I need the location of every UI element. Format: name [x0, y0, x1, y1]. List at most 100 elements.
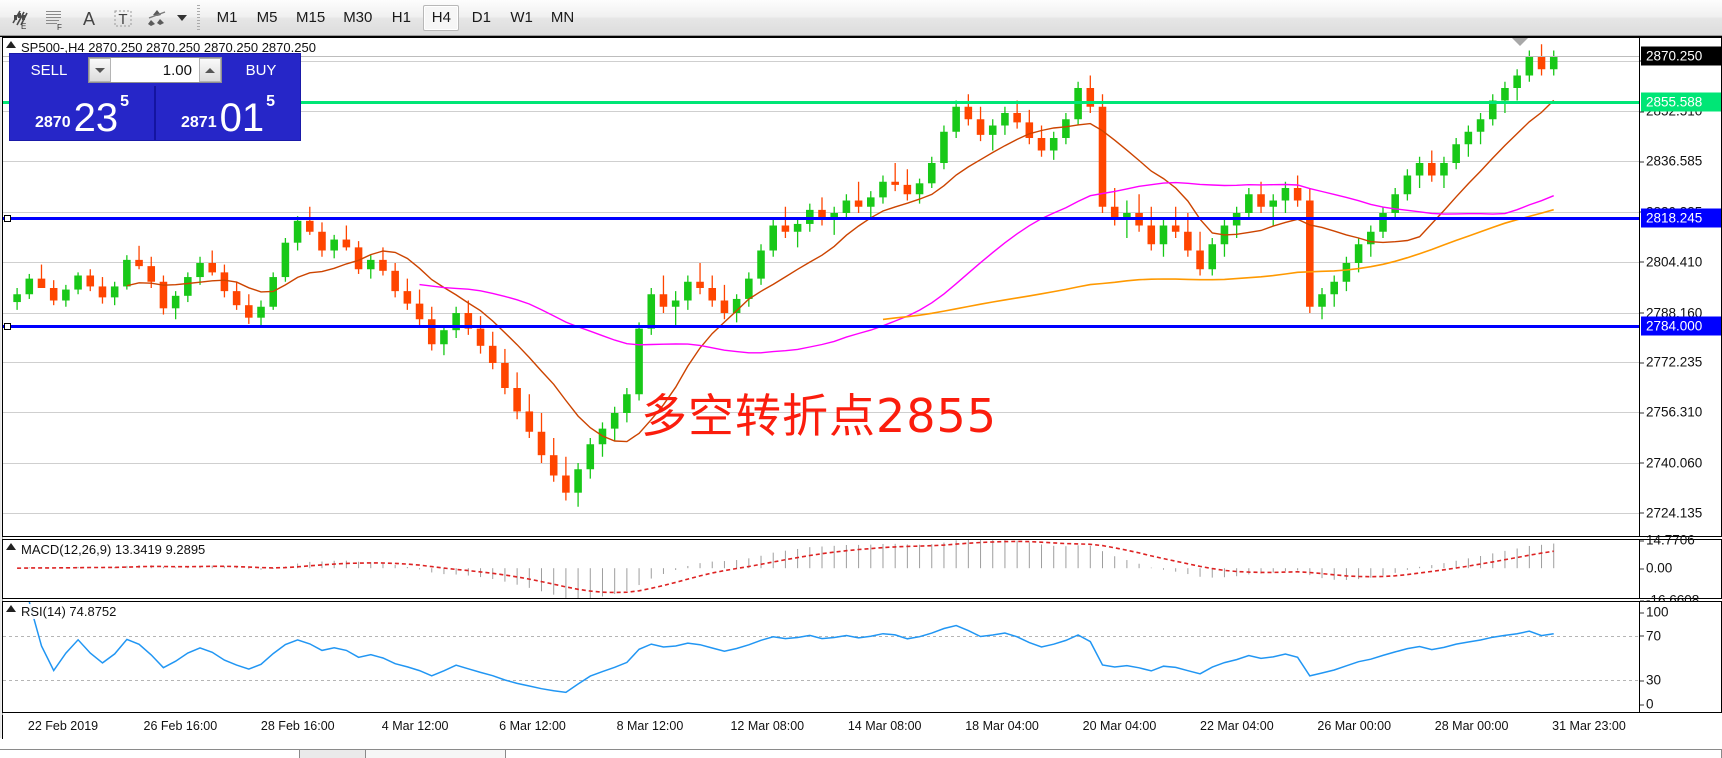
price-axis-tick: 2804.410 — [1639, 254, 1703, 270]
time-axis-tick: 22 Mar 04:00 — [1200, 719, 1274, 733]
price-gridline — [3, 111, 1721, 113]
tab-strip-segment-2[interactable] — [300, 750, 366, 758]
time-axis-tick: 18 Mar 04:00 — [965, 719, 1039, 733]
timeframe-m15[interactable]: M15 — [296, 9, 326, 26]
chart-annotation-text[interactable]: 多空转折点2855 — [641, 389, 998, 443]
label-tool-icon[interactable]: T — [106, 2, 140, 34]
price-gridline — [3, 261, 1721, 263]
price-axis-tick: 2836.585 — [1639, 153, 1703, 169]
macd-label: MACD(12,26,9) 13.3419 9.2895 — [21, 542, 206, 557]
time-axis-tick: 8 Mar 12:00 — [616, 719, 684, 733]
rsi-line — [28, 602, 1554, 694]
macd-signal-line — [17, 540, 1554, 594]
grid-f-icon[interactable]: F — [38, 2, 72, 34]
bottom-tab-strip[interactable] — [0, 749, 1722, 758]
price-axis-tick: 2740.060 — [1639, 455, 1703, 471]
svg-text:A: A — [83, 9, 95, 29]
price-gridline — [3, 60, 1721, 62]
objects-dropdown-caret-icon[interactable] — [174, 2, 190, 34]
price-gridline — [3, 161, 1721, 163]
last-price-chip[interactable]: 2870.250 — [1641, 46, 1721, 66]
tab-strip-segment-3[interactable] — [366, 750, 506, 758]
objects-icon[interactable] — [140, 2, 174, 34]
moving-average-line-3 — [882, 208, 1554, 321]
price-gridline — [3, 512, 1721, 514]
support-2-line[interactable] — [3, 322, 1721, 330]
chart-type-e-icon[interactable]: E — [4, 2, 38, 34]
price-axis-tick: 2724.135 — [1639, 505, 1703, 521]
rsi-plot[interactable] — [3, 602, 1721, 712]
time-axis-tick: 28 Mar 00:00 — [1434, 719, 1509, 733]
tab-strip-segment-4[interactable] — [506, 750, 1722, 758]
volume-decrease-button[interactable] — [89, 58, 111, 82]
pane-collapse-icon[interactable] — [6, 41, 16, 48]
sell-price-prefix: 2870 — [35, 114, 71, 131]
macd-axis-tick: 0.00 — [1639, 560, 1673, 576]
macd-plot[interactable] — [3, 540, 1721, 598]
sell-price-fraction: 5 — [120, 93, 129, 110]
price-axis-tick: 2772.235 — [1639, 354, 1703, 370]
level-1-chip[interactable]: 2818.245 — [1641, 208, 1721, 228]
price-gridline — [3, 312, 1721, 314]
tab-strip-segment-1[interactable] — [0, 750, 300, 758]
time-axis-tick: 4 Mar 12:00 — [381, 719, 449, 733]
volume-input[interactable]: 1.00 — [162, 61, 192, 79]
one-click-trading-panel[interactable]: SELL 1.00 BUY 2870 23 5 2871 01 5 — [9, 53, 301, 141]
buy-price-main: 01 — [219, 96, 265, 140]
macd-axis[interactable]: 14.7706 0.00 -16.6608 — [1639, 533, 1721, 608]
volume-stepper[interactable]: 1.00 — [88, 57, 222, 83]
rsi-collapse-icon[interactable] — [6, 605, 16, 612]
rsi-axis-tick: 100 — [1640, 604, 1669, 620]
rsi-level-70 — [3, 635, 1721, 637]
time-axis-tick: 14 Mar 08:00 — [847, 719, 922, 733]
timeframe-h4[interactable]: H4 — [423, 4, 460, 31]
buy-button[interactable]: BUY — [245, 61, 277, 79]
bid-price-chip[interactable]: 2855.588 — [1641, 92, 1721, 112]
buy-price-display[interactable]: 2871 01 5 — [154, 86, 300, 140]
timeframe-w1[interactable]: W1 — [510, 9, 533, 26]
price-plot[interactable]: 多空转折点2855 — [3, 38, 1721, 536]
chart-header-label: SP500-,H4 2870.250 2870.250 2870.250 287… — [21, 40, 316, 55]
timeframe-m30[interactable]: M30 — [343, 9, 373, 26]
timeframe-d1[interactable]: D1 — [471, 9, 491, 26]
time-axis-tick: 22 Feb 2019 — [27, 719, 99, 733]
rsi-level-30 — [3, 680, 1721, 682]
macd-axis-tick: 14.7706 — [1640, 532, 1695, 548]
time-axis-tick: 6 Mar 12:00 — [499, 719, 566, 733]
timeframe-h1[interactable]: H1 — [391, 9, 411, 26]
main-toolbar: E F A T — [0, 0, 1722, 36]
macd-collapse-icon[interactable] — [6, 543, 16, 550]
svg-text:E: E — [21, 22, 26, 30]
timeframe-m5[interactable]: M5 — [256, 9, 278, 26]
line-drag-handle[interactable] — [4, 215, 11, 223]
text-tool-icon[interactable]: A — [72, 2, 106, 34]
price-axis[interactable]: 2868.7602852.5102836.5852820.3352804.410… — [1639, 38, 1721, 536]
last-price-line — [3, 55, 1721, 57]
time-axis-tick: 12 Mar 08:00 — [730, 719, 805, 733]
toolbar-separator — [197, 4, 200, 31]
timeframe-mn[interactable]: MN — [550, 9, 575, 26]
sell-button[interactable]: SELL — [30, 61, 68, 79]
price-gridline — [3, 362, 1721, 364]
support-1-line[interactable] — [3, 215, 1721, 223]
time-axis-tick: 28 Feb 16:00 — [260, 719, 335, 733]
macd-pane[interactable]: MACD(12,26,9) 13.3419 9.2895 14.7706 0.00… — [2, 533, 1722, 608]
price-gridline — [3, 412, 1721, 414]
level-2-chip[interactable]: 2784.000 — [1641, 316, 1721, 335]
svg-text:F: F — [57, 23, 62, 30]
rsi-axis[interactable]: 100 70 30 0 — [1639, 602, 1721, 712]
chart-top-marker-icon — [1511, 38, 1530, 46]
volume-increase-button[interactable] — [199, 58, 221, 82]
time-axis-tick: 31 Mar 23:00 — [1552, 719, 1626, 733]
time-axis-tick: 26 Mar 00:00 — [1317, 719, 1392, 733]
time-axis[interactable]: 22 Feb 2019 26 Feb 16:00 28 Feb 16:00 4 Mar… — [2, 715, 1722, 739]
timeframe-m1[interactable]: M1 — [216, 9, 238, 26]
time-axis-tick: 26 Feb 16:00 — [143, 719, 218, 733]
rsi-pane[interactable]: RSI(14) 74.8752 100 70 30 0 — [2, 601, 1722, 713]
bid-line-line[interactable] — [3, 100, 1721, 104]
sell-price-display[interactable]: 2870 23 5 — [10, 86, 154, 140]
chart-area: SP500-,H4 2870.250 2870.250 2870.250 287… — [0, 36, 1722, 739]
line-drag-handle[interactable] — [4, 322, 11, 330]
rsi-axis-tick: 30 — [1639, 672, 1662, 688]
